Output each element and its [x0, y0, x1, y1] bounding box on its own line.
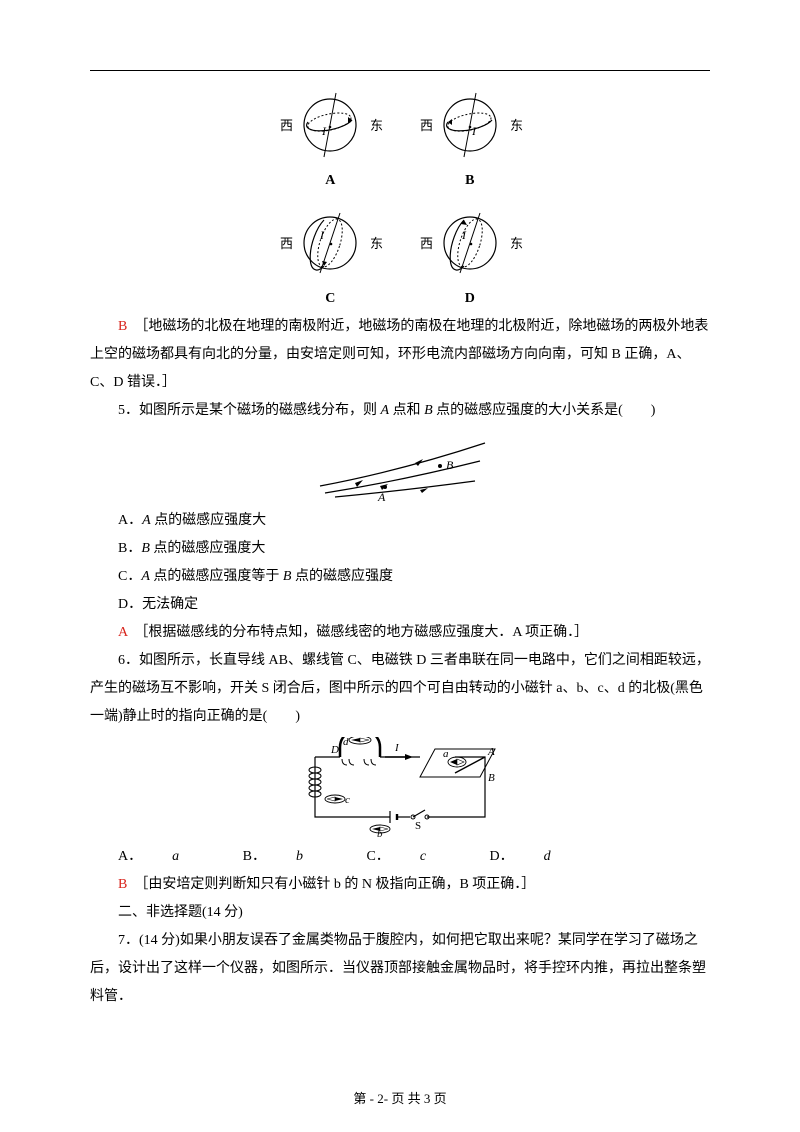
svg-text:A: A — [377, 490, 386, 501]
globe-B: 西 东 I — [410, 85, 530, 165]
svg-text:I: I — [471, 124, 477, 138]
q6-answer: B ［由安培定则判断知只有小磁针 b 的 N 极指向正确，B 项正确．］ — [90, 871, 710, 899]
svg-text:东: 东 — [370, 236, 383, 251]
q6-stem: 6．如图所示，长直导线 AB、螺线管 C、电磁铁 D 三者串联在同一电路中，它们… — [90, 647, 710, 731]
globe-D: 西 东 I — [410, 203, 530, 283]
q5-optA: A．A 点的磁感应强度大 — [90, 507, 710, 535]
fig1-row1: 西 东 I A 西 东 — [90, 85, 710, 195]
svg-text:西: 西 — [420, 236, 433, 251]
fig1-cell-D: 西 东 I D — [410, 203, 530, 313]
q7-stem: 7．(14 分)如果小朋友误吞了金属类物品于腹腔内，如何把它取出来呢？某同学在学… — [90, 927, 710, 1011]
section-2: 二、非选择题(14 分) — [90, 899, 710, 927]
svg-text:D: D — [330, 744, 339, 756]
svg-text:B: B — [446, 458, 454, 472]
fig1-cell-B: 西 东 I B — [410, 85, 530, 195]
svg-text:I: I — [319, 228, 325, 242]
svg-text:d: d — [343, 737, 349, 748]
fig1-label-B: B — [410, 167, 530, 195]
svg-text:A: A — [487, 746, 495, 758]
svg-text:西: 西 — [420, 118, 433, 133]
answer-B-letter: B — [118, 319, 127, 334]
fig1-cell-A: 西 东 I A — [270, 85, 390, 195]
q5-answer: A ［根据磁感线的分布特点知，磁感线密的地方磁感应强度大．A 项正确．］ — [90, 619, 710, 647]
q5-stem: 5．如图所示是某个磁场的磁感线分布，则 A 点和 B 点的磁感应强度的大小关系是… — [90, 397, 710, 425]
answer-B: B ［地磁场的北极在地理的南极附近，地磁场的南极在地理的北极附近，除地磁场的两极… — [90, 313, 710, 397]
svg-text:西: 西 — [280, 118, 293, 133]
globe-C: 西 东 I — [270, 203, 390, 283]
fieldlines-fig: A B — [300, 431, 500, 501]
q6-figure: d D I A B a c — [90, 737, 710, 837]
q5-optB: B．B 点的磁感应强度大 — [90, 535, 710, 563]
page-footer: 第 - 2- 页 共 3 页 — [0, 1086, 800, 1112]
fig1-cell-C: 西 东 I C — [270, 203, 390, 313]
circuit-fig: d D I A B a c — [285, 737, 515, 837]
svg-text:I: I — [394, 742, 400, 754]
svg-text:东: 东 — [510, 236, 523, 251]
globe-A: 西 东 I — [270, 85, 390, 165]
svg-text:东: 东 — [510, 118, 523, 133]
fig1-label-D: D — [410, 285, 530, 313]
fig1-label-C: C — [270, 285, 390, 313]
svg-text:西: 西 — [280, 236, 293, 251]
q5-optD: D．无法确定 — [90, 591, 710, 619]
answer-B-text: ［地磁场的北极在地理的南极附近，地磁场的南极在地理的北极附近，除地磁场的两极外地… — [90, 319, 708, 390]
svg-text:I: I — [461, 228, 467, 242]
svg-text:S: S — [415, 820, 421, 832]
svg-text:a: a — [443, 748, 449, 760]
svg-text:b: b — [377, 828, 383, 837]
q5-optC: C．A 点的磁感应强度等于 B 点的磁感应强度 — [90, 563, 710, 591]
svg-text:东: 东 — [370, 118, 383, 133]
top-rule — [90, 70, 710, 71]
fig1-label-A: A — [270, 167, 390, 195]
q6-opts: A．a B．b C．c D．d — [90, 843, 710, 871]
svg-text:B: B — [488, 772, 495, 784]
svg-text:c: c — [345, 794, 350, 806]
fig1-row2: 西 东 I C 西 东 — [90, 203, 710, 313]
q5-figure: A B — [90, 431, 710, 501]
